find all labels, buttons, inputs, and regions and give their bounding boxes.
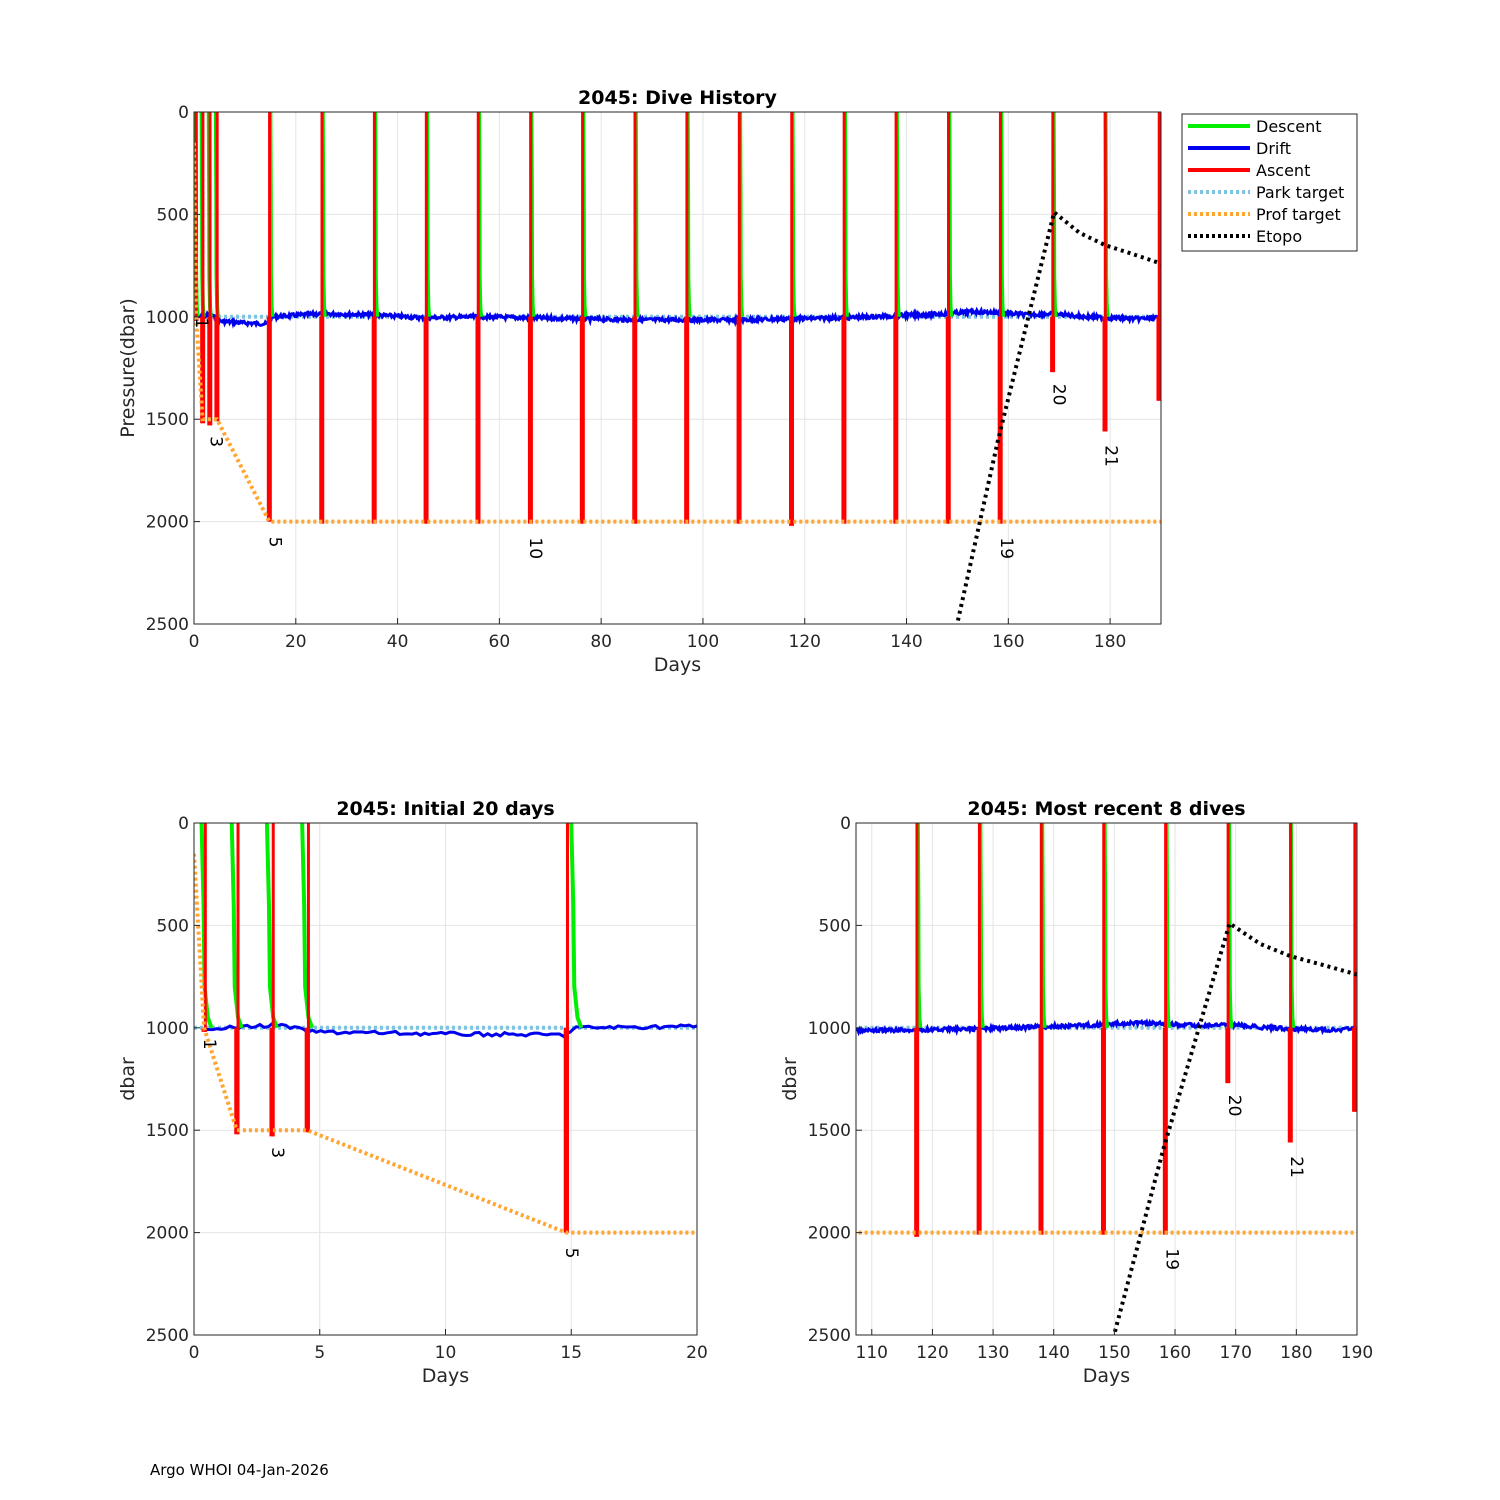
y-tick-label: 0 [178,814,189,834]
y-tick-label: 2500 [146,615,189,635]
x-tick-label: 15 [560,1343,582,1363]
legend-label-prof-target: Prof target [1256,205,1341,224]
x-tick-label: 0 [189,1343,200,1363]
x-axis-label: Days [654,654,701,676]
x-tick-label: 5 [314,1343,325,1363]
cycle-number-label: 10 [525,537,545,559]
y-tick-label: 1000 [146,308,189,328]
chart-title: 2045: Most recent 8 dives [967,798,1245,820]
cycle-number-label: 5 [264,537,284,548]
y-tick-label: 1000 [146,1019,189,1039]
legend: Descent Drift Ascent Park target Prof ta… [1181,113,1358,252]
cycle-number-label: 1 [199,1039,219,1050]
cycle-number-label: 20 [1224,1095,1244,1117]
legend-label-drift: Drift [1256,139,1291,158]
cycle-number-label: 5 [561,1248,581,1259]
recent-dives-chart: 110 120 130 140 150 160 170 180 190 0 500 1000 1500 2… [779,798,1373,1387]
y-tick-label: 1500 [808,1121,851,1141]
x-tick-label: 10 [435,1343,457,1363]
descent-profile [569,823,584,1029]
chart-title: 2045: Dive History [578,87,777,109]
x-tick-label: 180 [1280,1343,1312,1363]
cycle-number-label: 21 [1101,445,1121,467]
y-tick-label: 2500 [146,1326,189,1346]
cycle-number-label: 3 [267,1147,287,1158]
y-tick-label: 2000 [808,1224,851,1244]
x-tick-label: 40 [387,632,409,652]
x-tick-label: 20 [686,1343,708,1363]
cycle-number-label: 19 [996,537,1016,559]
series-group [856,823,1357,1335]
y-tick-label: 0 [178,103,189,123]
y-tick-label: 2000 [146,513,189,533]
cycle-number-label: 21 [1286,1156,1306,1178]
y-tick-label: 1500 [146,410,189,430]
x-tick-label: 150 [1098,1343,1130,1363]
prof-target-line [194,853,697,1235]
x-tick-label: 120 [789,632,821,652]
y-axis-label: Pressure(dbar) [117,298,139,438]
x-tick-label: 130 [977,1343,1009,1363]
dive-history-chart: 0 20 40 60 80 100 120 140 160 1800500100015002000… [117,87,1162,676]
x-axis-label: Days [1083,1365,1130,1387]
legend-box [1181,113,1358,252]
prof-target-line [194,142,1161,524]
series-group [194,823,697,1235]
y-tick-label: 1500 [146,1121,189,1141]
y-axis-label: dbar [117,1057,139,1101]
x-tick-label: 60 [489,632,511,652]
x-tick-label: 190 [1341,1343,1373,1363]
legend-label-park-target: Park target [1256,183,1344,202]
footer-credit: Argo WHOI 04-Jan-2026 [150,1461,329,1479]
y-tick-label: 2000 [146,1224,189,1244]
y-tick-label: 1000 [808,1019,851,1039]
axes-frame [855,822,1358,1336]
cycle-number-label: 19 [1162,1248,1182,1270]
y-tick-label: 500 [157,916,189,936]
x-tick-label: 20 [285,632,307,652]
series-group [194,112,1161,624]
cycle-number-label: 20 [1049,384,1069,406]
x-axis-label: Days [422,1365,469,1387]
legend-label-ascent: Ascent [1256,161,1310,180]
y-tick-label: 2500 [808,1326,851,1346]
chart-title: 2045: Initial 20 days [336,798,554,820]
y-tick-label: 0 [840,814,851,834]
y-axis-label: dbar [779,1057,801,1101]
legend-label-descent: Descent [1256,117,1322,136]
x-tick-label: 160 [1159,1343,1191,1363]
x-tick-label: 140 [1038,1343,1070,1363]
x-tick-label: 110 [856,1343,888,1363]
legend-label-etopo: Etopo [1256,227,1302,246]
x-tick-label: 140 [890,632,922,652]
x-tick-label: 120 [916,1343,948,1363]
axes-frame [193,111,1162,625]
y-tick-label: 500 [819,916,851,936]
x-tick-label: 100 [687,632,719,652]
x-tick-label: 160 [992,632,1024,652]
x-tick-label: 0 [189,632,200,652]
cycle-number-label: 1 [191,318,211,329]
y-tick-label: 500 [157,205,189,225]
x-tick-label: 170 [1219,1343,1251,1363]
x-tick-label: 180 [1094,632,1126,652]
cycle-number-label: 3 [205,436,225,447]
x-tick-label: 80 [590,632,612,652]
